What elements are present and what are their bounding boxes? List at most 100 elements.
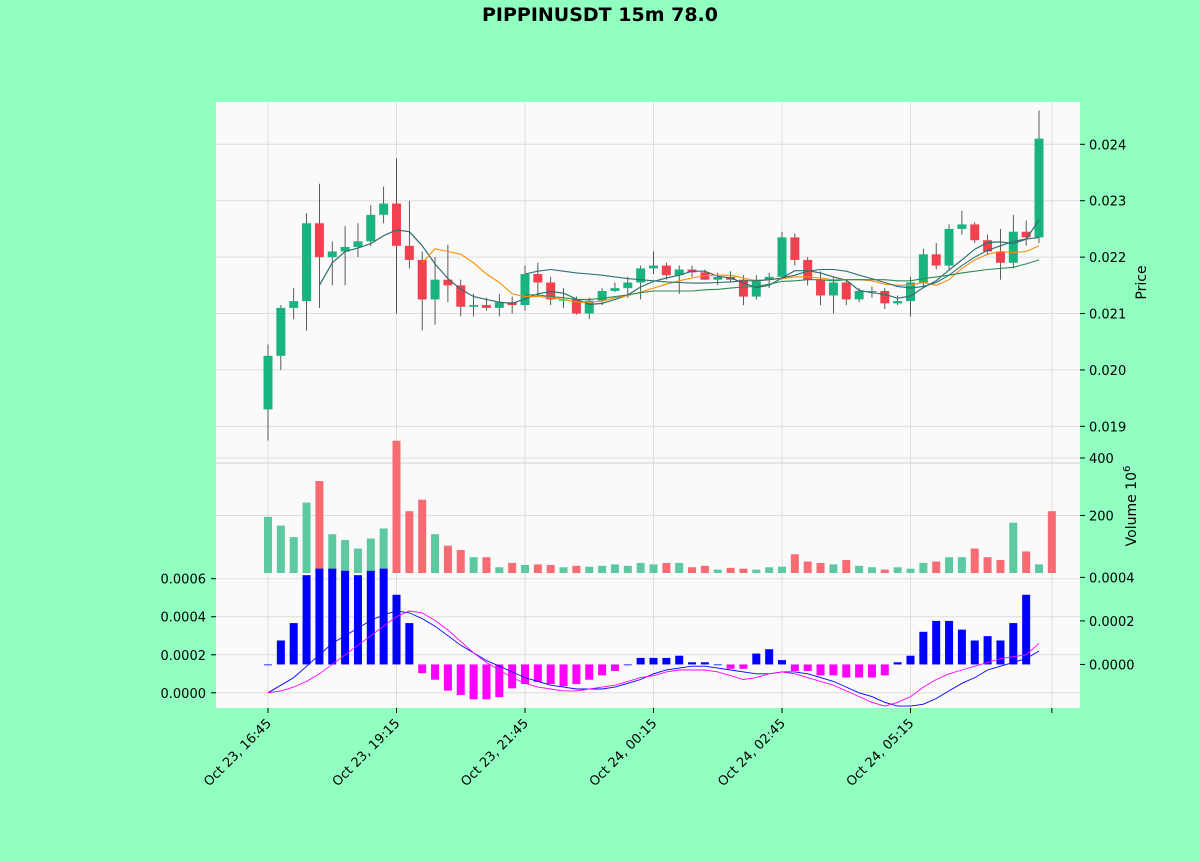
volume-bar	[636, 562, 645, 573]
macd-bar	[880, 664, 889, 676]
volume-bar	[495, 567, 504, 573]
macd-bar	[675, 655, 684, 665]
macd-bar	[598, 664, 607, 676]
volume-bar	[726, 567, 735, 573]
macd-left-tick-label: 0.0000	[161, 687, 207, 702]
candle-up	[302, 223, 312, 302]
volume-bar	[700, 565, 709, 573]
candle-up	[353, 241, 363, 247]
candle-down	[931, 254, 941, 266]
x-tick-label: Oct 24, 05:15	[844, 716, 917, 789]
macd-bar	[379, 568, 388, 665]
volume-bar	[970, 548, 979, 573]
volume-bar	[276, 525, 285, 573]
macd-bar	[572, 664, 581, 685]
ma-fast-line	[421, 245, 1040, 303]
candle-up	[494, 302, 504, 308]
candle-up	[636, 268, 646, 283]
volume-bar	[893, 567, 902, 573]
volume-bar	[443, 545, 452, 573]
volume-bar	[302, 502, 311, 573]
volume-bar	[816, 562, 825, 573]
candle-up	[610, 288, 620, 291]
x-tick-label: Oct 24, 02:45	[715, 716, 788, 789]
macd-bar	[405, 623, 414, 665]
candle-up	[764, 276, 774, 280]
macd-bar	[546, 664, 555, 685]
volume-bar	[289, 537, 298, 573]
volume-bar	[431, 534, 440, 573]
macd-bar	[649, 657, 658, 665]
macd-bar	[945, 620, 954, 665]
volume-axis-label: Volume 106	[1122, 466, 1140, 547]
macd-bar	[431, 664, 440, 680]
volume-bar	[366, 538, 375, 573]
volume-bar	[752, 569, 761, 573]
candle-down	[661, 265, 671, 276]
macd-bar	[983, 636, 992, 665]
macd-bar	[585, 664, 594, 680]
volume-bar	[456, 550, 465, 573]
candle-up	[559, 299, 569, 301]
macd-line	[267, 610, 1040, 707]
volume-bar	[585, 566, 594, 573]
candle-up	[276, 307, 286, 356]
volume-bar	[790, 554, 799, 573]
macd-bar	[752, 653, 761, 665]
macd-bar	[970, 640, 979, 665]
macd-bar	[688, 662, 697, 665]
volume-bar	[521, 564, 529, 573]
candle-up	[289, 301, 299, 308]
candle-down	[970, 224, 980, 241]
volume-bar	[662, 562, 671, 573]
candle-down	[314, 223, 324, 258]
candle-up	[828, 282, 838, 296]
macd-bar	[302, 575, 311, 665]
volume-bar	[649, 564, 658, 573]
gridlines	[216, 102, 1080, 708]
candle-down	[738, 279, 748, 297]
candle-down	[983, 240, 993, 252]
volume-bar	[572, 565, 581, 573]
volume-tick-label: 200	[1089, 510, 1114, 525]
macd-bar	[521, 664, 529, 685]
volume-bar	[559, 567, 568, 573]
price-tick-label: 0.022	[1089, 251, 1126, 266]
signal-line	[267, 610, 1040, 707]
x-tick-label: Oct 23, 16:45	[201, 716, 274, 789]
price-axis-label: Price	[1134, 265, 1150, 299]
moving-averages	[318, 219, 1040, 306]
macd-bar	[610, 664, 619, 671]
volume-bar	[598, 565, 607, 573]
volume-bar	[983, 557, 992, 573]
macd-bar	[842, 664, 851, 678]
macd-bar	[1022, 594, 1031, 665]
candle-up	[957, 224, 967, 229]
volume-bar	[379, 528, 388, 573]
candle-down	[456, 285, 466, 307]
macd-bar	[662, 657, 671, 665]
candle-down	[443, 279, 453, 286]
macd-bar	[867, 664, 876, 678]
macd-left-tick-label: 0.0002	[161, 649, 207, 664]
macd-left-tick-label: 0.0004	[161, 611, 207, 626]
candle-up	[366, 214, 376, 242]
macd-bar	[508, 664, 517, 689]
volume-bar	[328, 534, 337, 573]
macd-bar	[932, 620, 941, 665]
macd-bar	[264, 664, 272, 666]
candle-up	[340, 246, 350, 252]
volume-bar	[957, 557, 966, 573]
macd-bar	[790, 664, 799, 671]
volume-bar	[405, 511, 414, 573]
candle-up	[674, 269, 684, 276]
macd-bar	[276, 640, 285, 665]
volume-bar	[688, 567, 697, 573]
candle-up	[713, 276, 723, 280]
ma-slow-line	[524, 236, 1040, 289]
price-tick-label: 0.021	[1089, 308, 1126, 323]
macd-left-tick-label: 0.0006	[161, 573, 207, 588]
volume-bar	[610, 564, 619, 573]
ma-mid-line	[525, 259, 1040, 300]
volume-bar	[906, 568, 915, 573]
